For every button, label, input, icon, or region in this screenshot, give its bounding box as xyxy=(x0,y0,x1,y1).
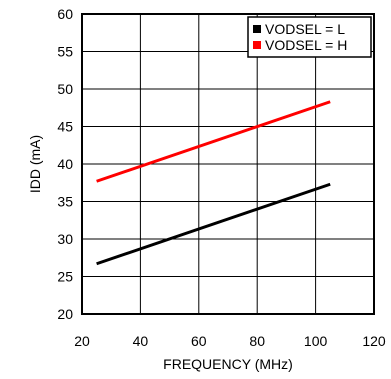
x-tick-label-20: 20 xyxy=(74,333,90,349)
y-tick-labels: 20 25 30 35 40 45 50 55 60 xyxy=(57,6,73,322)
y-tick-label-60: 60 xyxy=(57,6,73,22)
x-tick-label-40: 40 xyxy=(133,333,149,349)
series-line-1 xyxy=(96,182,331,266)
x-tick-label-80: 80 xyxy=(249,333,265,349)
y-tick-label-35: 35 xyxy=(57,194,73,210)
y-axis-title: IDD (mA) xyxy=(27,135,43,193)
y-tick-label-55: 55 xyxy=(57,44,73,60)
y-tick-label-30: 30 xyxy=(57,231,73,247)
plot-series xyxy=(96,100,331,266)
x-tick-label-60: 60 xyxy=(191,333,207,349)
grid xyxy=(82,14,374,314)
legend-label-2: VODSEL = H xyxy=(265,37,347,53)
plot-frame xyxy=(81,13,375,315)
legend-swatch-1 xyxy=(253,25,261,33)
legend-box xyxy=(247,16,372,58)
legend-label-1: VODSEL = L xyxy=(265,21,345,37)
y-tick-label-45: 45 xyxy=(57,119,73,135)
y-tick-label-20: 20 xyxy=(57,306,73,322)
series-line-2 xyxy=(96,100,331,183)
y-tick-label-25: 25 xyxy=(57,269,73,285)
x-tick-labels: 20 40 60 80 100 120 xyxy=(74,333,386,349)
y-tick-label-40: 40 xyxy=(57,156,73,172)
x-tick-label-120: 120 xyxy=(362,333,386,349)
x-axis-title: FREQUENCY (MHz) xyxy=(163,356,293,372)
legend-swatch-2 xyxy=(253,41,261,49)
y-tick-label-50: 50 xyxy=(57,81,73,97)
x-tick-label-100: 100 xyxy=(304,333,328,349)
